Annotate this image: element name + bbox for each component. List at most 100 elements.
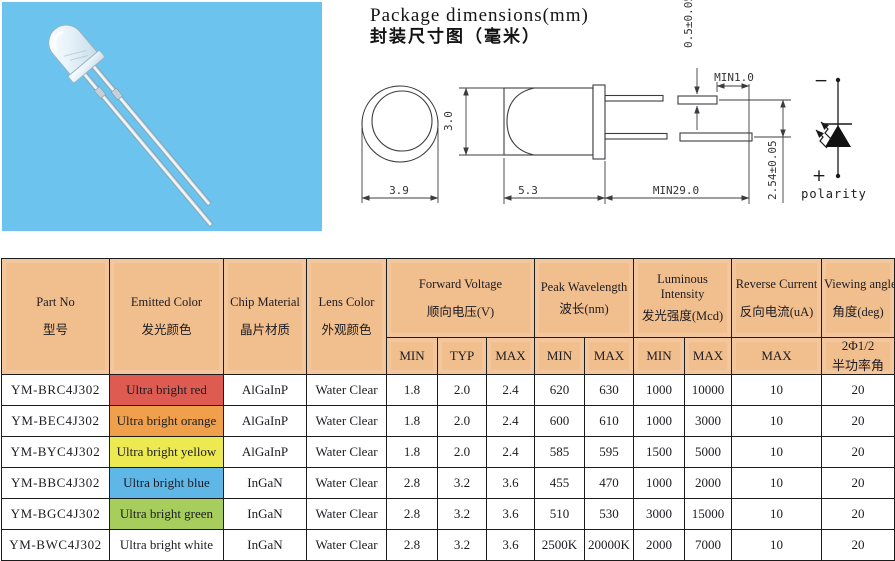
iv-min-cell: 1000 — [633, 467, 685, 499]
chip-material-cell: AlGaInP — [223, 374, 307, 406]
viewing-angle-cell: 20 — [821, 498, 895, 530]
vf-max-cell: 2.4 — [486, 436, 535, 468]
vf-typ-cell: 2.0 — [437, 436, 487, 468]
lens-color-cell: Water Clear — [306, 436, 387, 468]
diode-triangle — [825, 125, 851, 147]
header-reverse-current: Reverse Current 反向电流(uA) — [731, 258, 823, 338]
vf-max-cell: 2.4 — [486, 374, 535, 406]
polarity-label: polarity — [801, 187, 867, 201]
vf-typ-cell: 3.2 — [437, 498, 487, 530]
vf-typ-cell: 3.2 — [437, 467, 487, 499]
part-no-cell: YM-BWC4J302 — [1, 529, 110, 561]
header-viewing-angle: Viewing angle 角度(deg) — [821, 258, 895, 338]
ir-max-cell: 10 — [731, 436, 823, 468]
package-dimension-diagram: 3.9 3.0 5.3 MIN29.0 0.5±0.05 MIN1.0 — [361, 0, 867, 204]
title-english: Package dimensions(mm) — [370, 5, 589, 26]
part-no-cell: YM-BGC4J302 — [1, 498, 110, 530]
iv-max-cell: 2000 — [683, 467, 733, 499]
vf-min-cell: 1.8 — [386, 436, 438, 468]
lens-color-cell: Water Clear — [306, 529, 387, 561]
emitted-color-cell: Ultra bright yellow — [109, 436, 224, 468]
wl-min-cell: 620 — [534, 374, 585, 406]
wl-min-cell: 585 — [534, 436, 585, 468]
iv-min-cell: 1000 — [633, 374, 685, 406]
wl-max-cell: 595 — [584, 436, 634, 468]
dim-front-width: 3.9 — [389, 184, 409, 197]
wl-max-cell: 20000K — [584, 529, 634, 561]
vf-typ-cell: 2.0 — [437, 405, 487, 437]
emitted-color-cell: Ultra bright white — [109, 529, 224, 561]
plus-sign: + — [812, 166, 826, 186]
header-luminous-intensity: Luminous Intensity 发光强度(Mcd) — [632, 258, 733, 338]
ir-max-cell: 10 — [731, 374, 823, 406]
subheader-vf-typ: TYP — [437, 337, 487, 375]
ir-max-cell: 10 — [731, 529, 823, 561]
table-row: YM-BGC4J302 Ultra bright green InGaN Wat… — [1, 498, 895, 530]
chip-material-cell: AlGaInP — [223, 436, 307, 468]
lead-detail-drawing: 0.5±0.05 MIN1.0 2.54±0.05 — [677, 0, 791, 203]
dim-lead-pitch: 2.54±0.05 — [766, 140, 779, 200]
table-row: YM-BWC4J302 Ultra bright white InGaN Wat… — [1, 529, 895, 561]
emission-arrow — [815, 129, 828, 149]
chip-material-cell: InGaN — [223, 467, 307, 499]
wl-min-cell: 510 — [534, 498, 585, 530]
vf-max-cell: 3.6 — [486, 467, 535, 499]
wl-min-cell: 600 — [534, 405, 585, 437]
iv-min-cell: 3000 — [633, 498, 685, 530]
vf-min-cell: 2.8 — [386, 529, 438, 561]
iv-max-cell: 5000 — [683, 436, 733, 468]
vf-min-cell: 1.8 — [386, 405, 438, 437]
part-no-cell: YM-BYC4J302 — [1, 436, 110, 468]
led-photo-graphic — [48, 24, 214, 227]
iv-min-cell: 2000 — [633, 529, 685, 561]
vf-typ-cell: 3.2 — [437, 529, 487, 561]
front-view-drawing: 3.9 — [361, 85, 439, 203]
emitted-color-cell: Ultra bright red — [109, 374, 224, 406]
polarity-symbol: − + polarity — [801, 71, 867, 201]
wl-max-cell: 470 — [584, 467, 634, 499]
dim-lead-length: MIN29.0 — [653, 184, 699, 197]
part-no-cell: YM-BEC4J302 — [1, 405, 110, 437]
header-peak-wavelength: Peak Wavelength 波长(nm) — [534, 258, 634, 338]
emitted-color-cell: Ultra bright green — [109, 498, 224, 530]
part-no-cell: YM-BRC4J302 — [1, 374, 110, 406]
iv-max-cell: 15000 — [683, 498, 733, 530]
table-row: YM-BYC4J302 Ultra bright yellow AlGaInP … — [1, 436, 895, 468]
chip-material-cell: InGaN — [223, 529, 307, 561]
lens-color-cell: Water Clear — [306, 405, 387, 437]
vf-typ-cell: 2.0 — [437, 374, 487, 406]
header-chip-material: Chip Material 晶片材质 — [223, 258, 307, 375]
subheader-iv-max: MAX — [683, 337, 733, 375]
vf-max-cell: 3.6 — [486, 529, 535, 561]
iv-max-cell: 3000 — [683, 405, 733, 437]
vf-min-cell: 1.8 — [386, 374, 438, 406]
wl-min-cell: 455 — [534, 467, 585, 499]
table-row: YM-BEC4J302 Ultra bright orange AlGaInP … — [1, 405, 895, 437]
dim-body-length: 5.3 — [518, 184, 538, 197]
lens-color-cell: Water Clear — [306, 374, 387, 406]
emitted-color-cell: Ultra bright blue — [109, 467, 224, 499]
header-part-no: Part No 型号 — [1, 258, 110, 375]
subheader-wl-max: MAX — [584, 337, 634, 375]
emission-arrow — [820, 121, 833, 141]
lens-color-cell: Water Clear — [306, 467, 387, 499]
page-title: Package dimensions(mm) 封装尺寸图（毫米） — [370, 5, 589, 46]
ir-max-cell: 10 — [731, 405, 823, 437]
iv-max-cell: 10000 — [683, 374, 733, 406]
subheader-iv-min: MIN — [633, 337, 685, 375]
header-forward-voltage: Forward Voltage 顺向电压(V) — [386, 258, 535, 338]
vf-min-cell: 2.8 — [386, 498, 438, 530]
dim-lead-tip: MIN1.0 — [714, 71, 754, 84]
viewing-angle-cell: 20 — [821, 405, 895, 437]
title-chinese: 封装尺寸图（毫米） — [370, 26, 541, 46]
led-product-photo — [2, 2, 322, 231]
wl-max-cell: 530 — [584, 498, 634, 530]
vf-max-cell: 2.4 — [486, 405, 535, 437]
header-lens-color: Lens Color 外观颜色 — [306, 258, 387, 375]
subheader-vf-max: MAX — [486, 337, 535, 375]
subheader-half-angle: 2Φ1/2 半功率角 — [821, 337, 895, 375]
wl-max-cell: 630 — [584, 374, 634, 406]
emitted-color-cell: Ultra bright orange — [109, 405, 224, 437]
iv-min-cell: 1000 — [633, 405, 685, 437]
viewing-angle-cell: 20 — [821, 436, 895, 468]
